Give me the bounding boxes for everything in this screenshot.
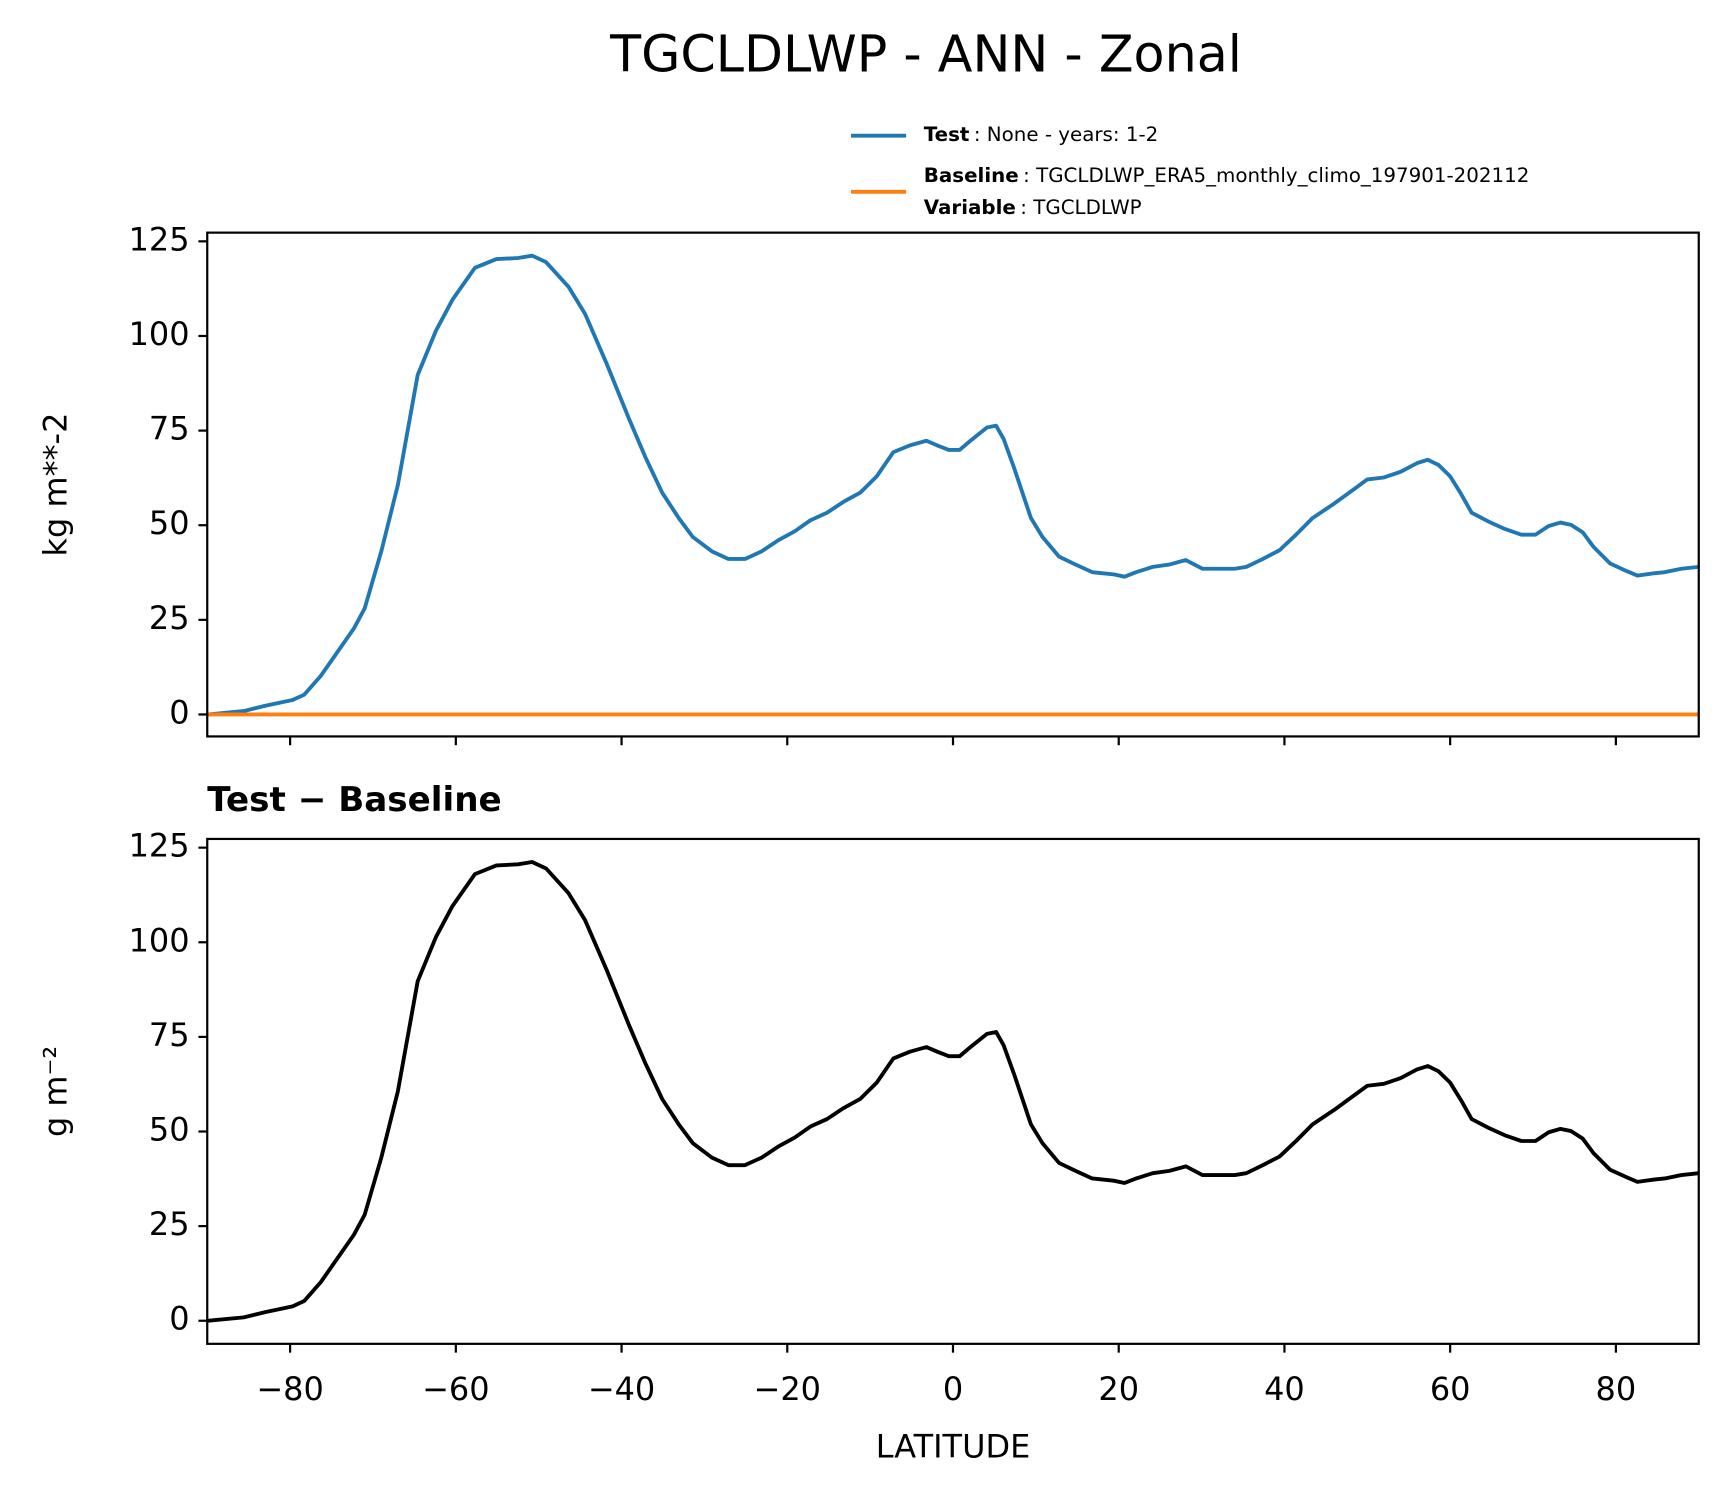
y-tick-label: 75 xyxy=(149,1016,190,1054)
x-tick-label: −80 xyxy=(256,1370,323,1408)
legend-text: : TGCLDLWP_ERA5_monthly_climo_197901-202… xyxy=(1023,164,1529,187)
legend-label: Variable xyxy=(924,196,1016,219)
x-tick-label: −40 xyxy=(588,1370,655,1408)
y-tick-label: 50 xyxy=(149,504,190,542)
legend-text: : None - years: 1-2 xyxy=(974,123,1158,146)
plot-frame xyxy=(206,837,1700,1345)
x-tick-label: 40 xyxy=(1264,1370,1305,1408)
legend-text: : TGCLDLWP xyxy=(1020,196,1141,219)
data-line xyxy=(207,860,1699,1323)
y-tick-label: 75 xyxy=(149,410,190,448)
y-axis-label: g m⁻² xyxy=(36,1046,74,1137)
y-tick-label: 25 xyxy=(149,599,190,637)
subplot-title: Test − Baseline xyxy=(207,780,501,820)
x-tick-label: −60 xyxy=(422,1370,489,1408)
x-tick-label: 0 xyxy=(943,1370,963,1408)
x-tick-label: −20 xyxy=(754,1370,821,1408)
legend-label: Baseline xyxy=(924,164,1019,187)
y-tick-label: 125 xyxy=(129,827,190,865)
x-tick-label: 60 xyxy=(1430,1370,1471,1408)
y-tick-label: 100 xyxy=(129,315,190,353)
data-line xyxy=(207,253,1699,717)
figure-title: TGCLDLWP - ANN - Zonal xyxy=(609,24,1242,83)
y-tick-label: 100 xyxy=(129,921,190,959)
x-tick-label: 20 xyxy=(1098,1370,1139,1408)
x-tick-label: 80 xyxy=(1596,1370,1637,1408)
x-axis-label: LATITUDE xyxy=(876,1428,1031,1466)
y-axis-label: kg m**-2 xyxy=(36,413,74,557)
y-tick-label: 25 xyxy=(149,1205,190,1243)
y-tick-label: 0 xyxy=(169,1300,189,1338)
y-tick-label: 0 xyxy=(169,693,189,731)
y-tick-label: 50 xyxy=(149,1111,190,1149)
y-tick-label: 125 xyxy=(129,220,190,258)
legend-label: Test xyxy=(924,123,970,146)
plot-frame xyxy=(206,231,1700,738)
